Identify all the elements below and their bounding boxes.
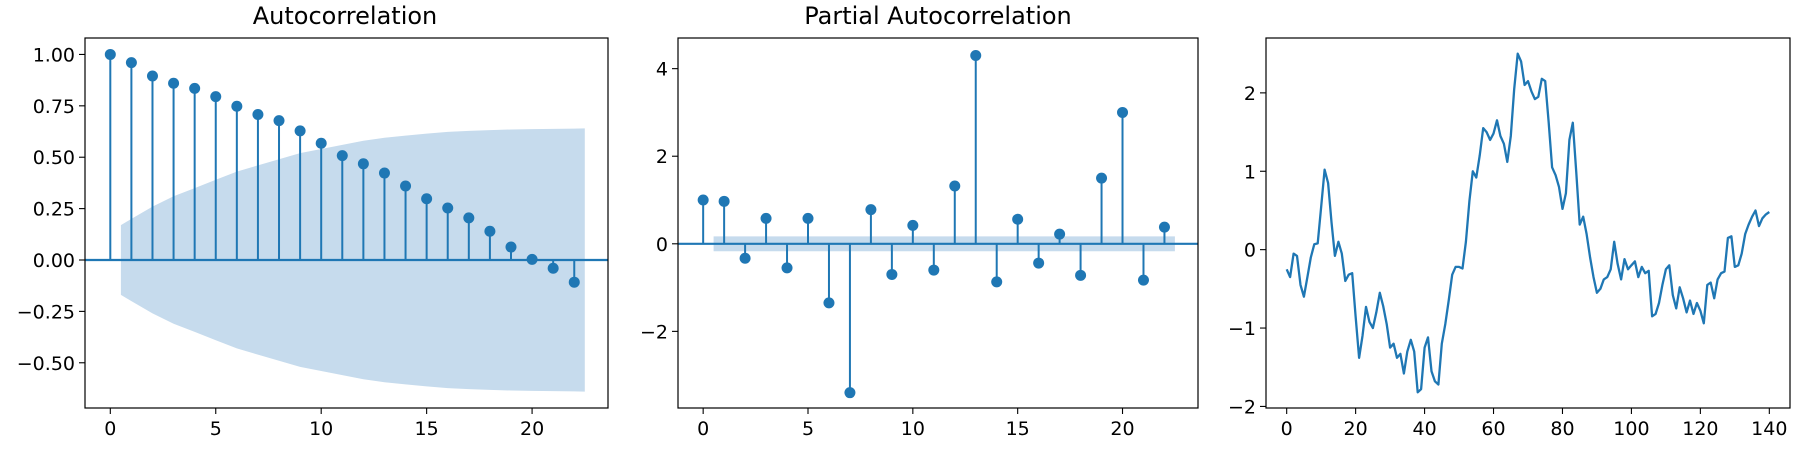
acf-marker-lag-8 <box>273 115 285 127</box>
pacf-marker-lag-0 <box>697 194 709 206</box>
acf-xtick-label: 0 <box>104 418 116 440</box>
pacf-panel: Partial Autocorrelation 0 5 10 15 20 −2 0 2 4 <box>640 2 1199 440</box>
series-ytick-label: 0 <box>1244 240 1256 262</box>
pacf-marker-lag-18 <box>1075 269 1087 281</box>
series-xtick-label: 60 <box>1481 418 1505 440</box>
series-ytick-label: 2 <box>1244 83 1256 105</box>
pacf-ytick-label: 0 <box>656 234 668 256</box>
pacf-marker-lag-5 <box>802 212 814 224</box>
pacf-marker-lag-3 <box>760 212 772 224</box>
series-xtick-label: 0 <box>1281 418 1293 440</box>
acf-marker-lag-21 <box>547 262 559 274</box>
pacf-xtick-label: 10 <box>901 418 925 440</box>
acf-ytick-label: 0.25 <box>33 199 75 221</box>
acf-xtick-label: 15 <box>415 418 439 440</box>
pacf-marker-lag-11 <box>928 264 940 276</box>
acf-ytick-label: −0.25 <box>17 301 75 323</box>
pacf-marker-lag-6 <box>823 297 835 309</box>
pacf-marker-lag-22 <box>1158 221 1170 233</box>
pacf-marker-lag-10 <box>907 219 919 231</box>
series-xtick-label: 140 <box>1751 418 1787 440</box>
acf-panel: Autocorrelation 0 5 10 15 20 −0.50 −0.25 0.00 0.… <box>17 2 609 440</box>
pacf-marker-lag-19 <box>1096 172 1108 184</box>
pacf-marker-lag-20 <box>1117 106 1129 118</box>
acf-marker-lag-6 <box>231 100 243 112</box>
series-xtick-label: 40 <box>1412 418 1436 440</box>
acf-ytick-label: −0.50 <box>17 353 75 375</box>
pacf-xtick-label: 20 <box>1110 418 1134 440</box>
pacf-marker-lag-13 <box>970 50 982 62</box>
acf-marker-lag-16 <box>442 202 454 214</box>
acf-xtick-label: 10 <box>309 418 333 440</box>
acf-title: Autocorrelation <box>253 2 438 30</box>
pacf-ytick-label: 4 <box>656 59 668 81</box>
acf-marker-lag-15 <box>421 193 433 205</box>
pacf-xtick-label: 0 <box>697 418 709 440</box>
acf-marker-lag-5 <box>210 91 222 103</box>
pacf-title: Partial Autocorrelation <box>804 2 1072 30</box>
series-xtick-label: 100 <box>1613 418 1649 440</box>
acf-marker-lag-1 <box>125 57 137 69</box>
acf-marker-lag-2 <box>146 70 158 82</box>
series-plot-area: 0 20 40 60 80 100 120 140 −2 −1 0 1 2 <box>1228 37 1791 440</box>
acf-marker-lag-20 <box>526 253 538 265</box>
acf-marker-lag-7 <box>252 108 264 120</box>
pacf-marker-lag-16 <box>1033 257 1045 269</box>
acf-marker-lag-10 <box>315 137 327 149</box>
acf-axes-frame <box>84 37 609 409</box>
pacf-plot-area: 0 5 10 15 20 −2 0 2 4 <box>640 37 1199 440</box>
acf-marker-lag-9 <box>294 125 306 137</box>
pacf-marker-lag-4 <box>781 262 793 274</box>
series-ytick-label: 1 <box>1244 161 1256 183</box>
series-panel: 0 20 40 60 80 100 120 140 −2 −1 0 1 2 <box>1228 37 1791 440</box>
pacf-marker-lag-2 <box>739 252 751 264</box>
acf-ytick-label: 1.00 <box>33 44 75 66</box>
acf-ytick-label: 0.50 <box>33 147 75 169</box>
pacf-marker-lag-1 <box>718 195 730 207</box>
pacf-marker-lag-14 <box>991 276 1003 288</box>
acf-xtick-label: 20 <box>520 418 544 440</box>
acf-marker-lag-4 <box>189 82 201 94</box>
series-ytick-label: −2 <box>1228 396 1256 418</box>
series-xtick-label: 80 <box>1550 418 1574 440</box>
acf-marker-lag-17 <box>463 212 475 224</box>
pacf-marker-lag-8 <box>865 204 877 216</box>
pacf-marker-lag-12 <box>949 180 961 192</box>
acf-xtick-label: 5 <box>210 418 222 440</box>
pacf-marker-lag-21 <box>1137 274 1149 286</box>
acf-plot-area: 0 5 10 15 20 −0.50 −0.25 0.00 0.25 0.50 0.75 1.00 <box>17 37 609 440</box>
pacf-xtick-label: 15 <box>1006 418 1030 440</box>
acf-marker-lag-22 <box>568 276 580 288</box>
acf-marker-lag-0 <box>104 48 116 60</box>
acf-marker-lag-12 <box>357 158 369 170</box>
acf-marker-lag-3 <box>168 77 180 89</box>
pacf-marker-lag-15 <box>1012 213 1024 225</box>
pacf-marker-lag-7 <box>844 387 856 399</box>
pacf-marker-lag-17 <box>1054 228 1066 240</box>
series-series-line <box>1285 52 1770 394</box>
acf-ytick-label: 0.00 <box>33 250 75 272</box>
acf-marker-lag-13 <box>378 167 390 179</box>
acf-ytick-label: 0.75 <box>33 96 75 118</box>
acf-marker-lag-18 <box>484 225 496 237</box>
acf-marker-lag-14 <box>400 180 412 192</box>
series-xtick-label: 20 <box>1344 418 1368 440</box>
pacf-ytick-label: −2 <box>640 321 668 343</box>
pacf-marker-lag-9 <box>886 268 898 280</box>
series-xtick-label: 120 <box>1682 418 1718 440</box>
pacf-xtick-label: 5 <box>802 418 814 440</box>
pacf-ytick-label: 2 <box>656 146 668 168</box>
series-ytick-label: −1 <box>1228 318 1256 340</box>
acf-marker-lag-19 <box>505 241 517 253</box>
pacf-axes-frame <box>677 37 1199 409</box>
series-axes-frame <box>1265 37 1791 409</box>
acf-marker-lag-11 <box>336 150 348 162</box>
